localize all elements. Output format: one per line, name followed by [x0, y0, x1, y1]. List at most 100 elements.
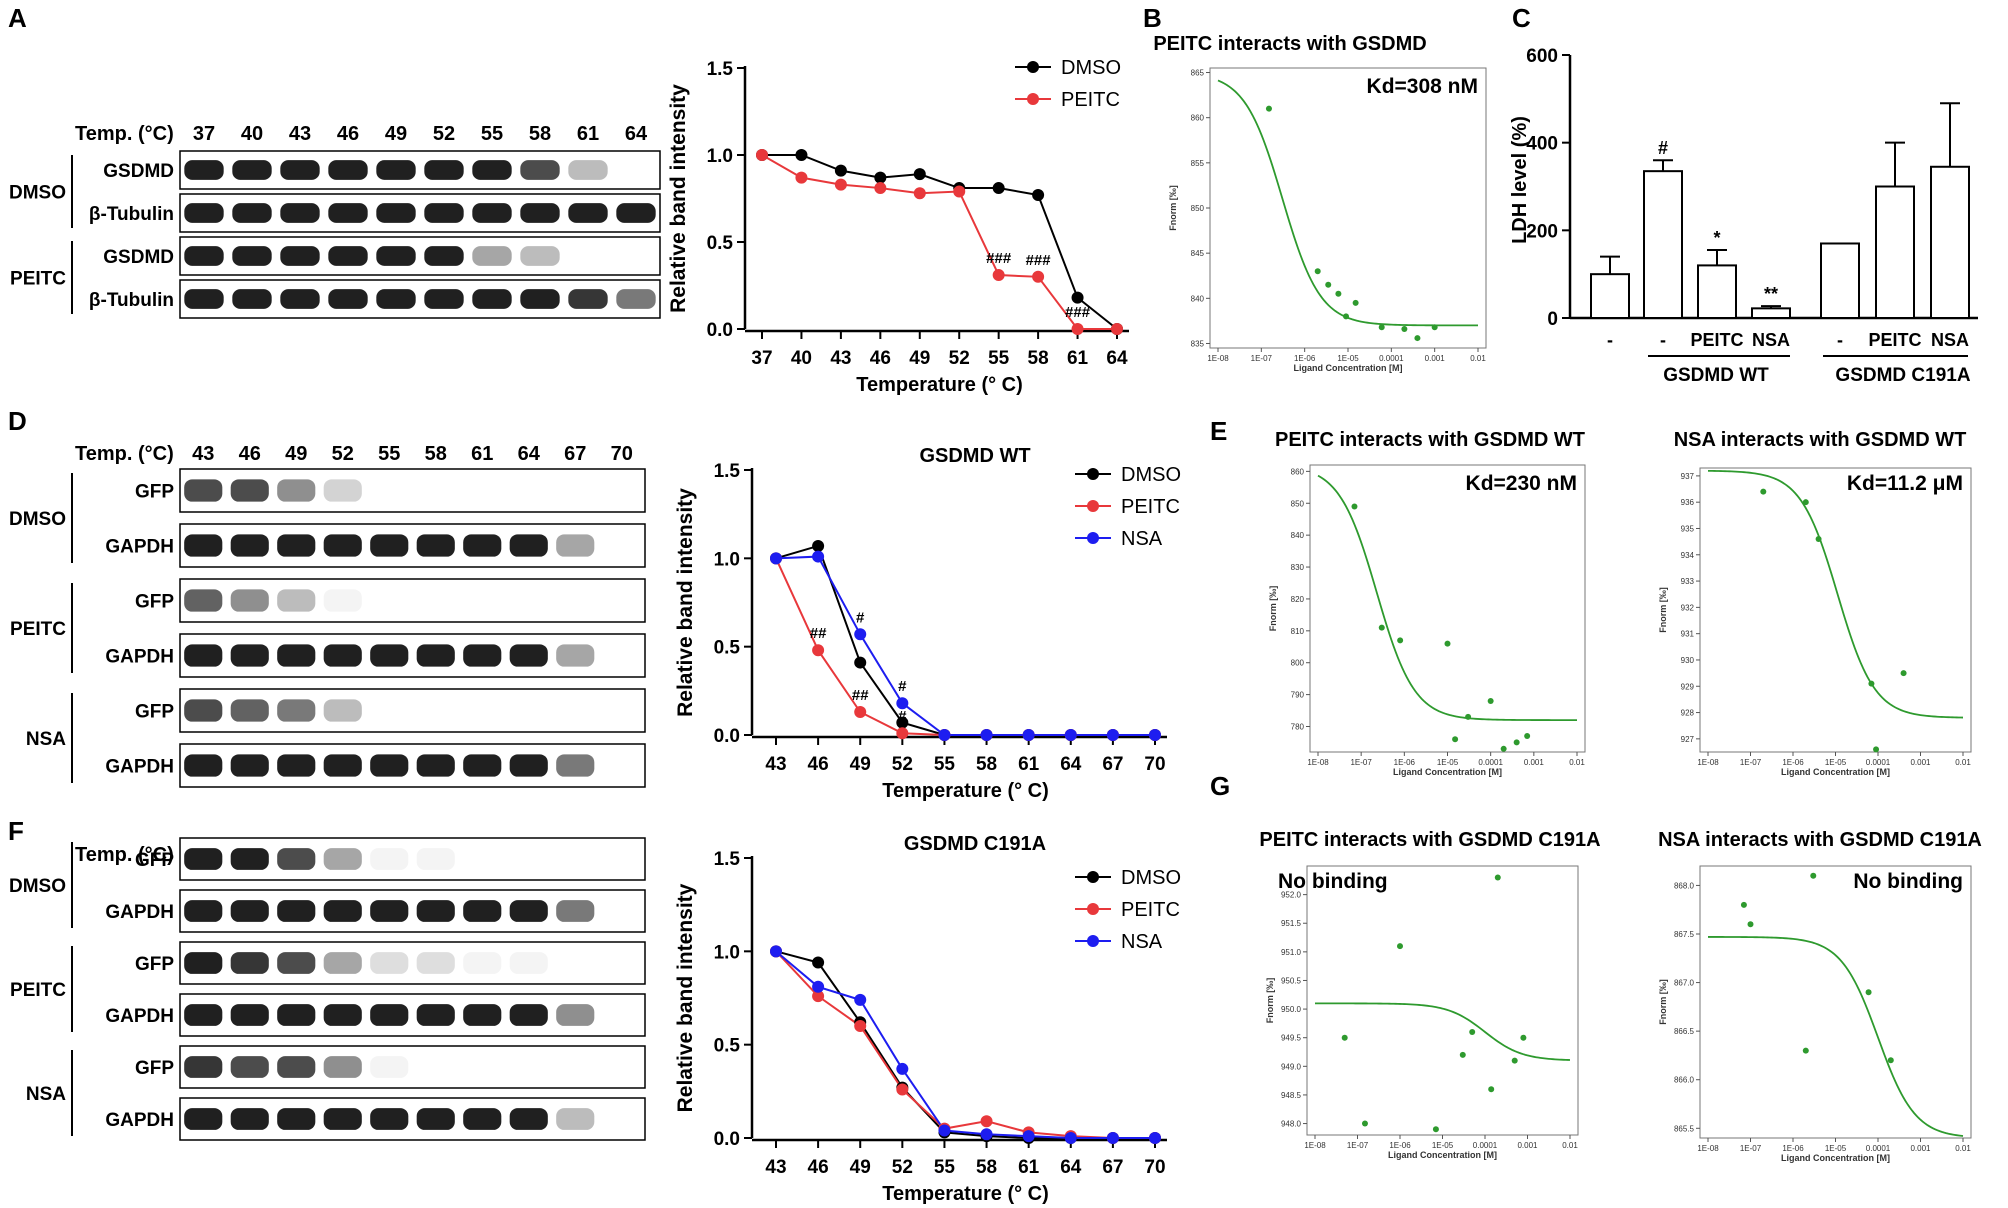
- y-tick-label: 790: [1291, 691, 1305, 700]
- chart-title: PEITC interacts with GSDMD WT: [1275, 429, 1585, 451]
- y-tick-label: 949.0: [1281, 1062, 1302, 1071]
- x-tick-label: 49: [850, 754, 871, 775]
- x-tick-label: 0.0001: [1866, 1144, 1891, 1153]
- blot-band: [328, 289, 368, 309]
- data-point: [1343, 313, 1350, 320]
- category-label: -: [1837, 330, 1843, 350]
- blot-band: [370, 1004, 409, 1026]
- data-point: [812, 980, 825, 993]
- data-point: [1064, 1132, 1077, 1144]
- y-tick-label: 948.0: [1281, 1120, 1302, 1129]
- data-point: [1865, 989, 1872, 996]
- data-point: [770, 945, 782, 958]
- x-axis-label: Temperature (° C): [882, 1183, 1049, 1205]
- panel-letter-a: A: [8, 3, 27, 33]
- legend-marker: [1087, 871, 1099, 883]
- blot-band: [277, 479, 316, 502]
- temperature-tick: 70: [611, 443, 633, 465]
- blot-band: [232, 160, 272, 180]
- blot-row-label: GAPDH: [105, 1110, 174, 1131]
- y-tick-label: 1.5: [714, 461, 741, 482]
- y-tick-label: 867.5: [1674, 930, 1695, 939]
- x-tick-label: 0.001: [1524, 758, 1545, 767]
- fit-curve: [1707, 936, 1964, 1137]
- y-tick-label: 934: [1681, 551, 1695, 560]
- blot-band: [323, 754, 362, 777]
- significance-mark: #: [898, 678, 907, 695]
- blot-band: [277, 1108, 316, 1130]
- data-point: [980, 729, 993, 741]
- x-tick-label: 1E-08: [1697, 758, 1719, 767]
- data-point: [1873, 746, 1880, 753]
- x-tick-label: 0.01: [1470, 354, 1486, 363]
- y-tick-label: 930: [1681, 656, 1695, 665]
- data-point: [1397, 943, 1403, 950]
- category-label: PEITC: [1868, 330, 1921, 350]
- line-chart-a: 0.0 0.5 1.0 1.5 37 40 43 46 49 52 55 58 61 64 Temperat…: [667, 57, 1129, 396]
- blot-band: [277, 534, 316, 557]
- legend-label: DMSO: [1121, 867, 1181, 889]
- data-point: [1465, 713, 1472, 720]
- blot-row-label: GFP: [135, 1058, 174, 1079]
- y-tick-label: 600: [1526, 46, 1558, 67]
- blot-band: [370, 1108, 409, 1130]
- chart-title: GSDMD C191A: [904, 833, 1046, 855]
- blot-group-label: DMSO: [9, 876, 66, 897]
- y-tick-label: 0.0: [707, 320, 733, 341]
- x-tick-label: 0.01: [1569, 758, 1585, 767]
- y-tick-label: 950.5: [1281, 976, 1302, 985]
- plot-frame: [1699, 467, 1972, 753]
- x-tick-label: 67: [1102, 754, 1123, 775]
- x-tick-label: 1E-06: [1782, 758, 1804, 767]
- group-label: GSDMD C191A: [1835, 365, 1970, 386]
- x-tick-label: 52: [892, 754, 913, 775]
- blot-band: [280, 160, 320, 180]
- blot-band: [277, 900, 316, 922]
- blot-band: [370, 644, 409, 667]
- x-tick-label: 49: [850, 1157, 871, 1178]
- blot-band: [232, 289, 272, 309]
- y-axis-label: Fnorm [‰]: [1658, 587, 1668, 633]
- data-point: [938, 1124, 951, 1137]
- series-line: [775, 950, 1155, 1139]
- data-point: [896, 727, 909, 740]
- data-point: [1432, 1126, 1439, 1133]
- blot-band: [463, 644, 502, 667]
- plot-frame: [1309, 464, 1586, 753]
- data-point: [1802, 1047, 1809, 1054]
- category-label: NSA: [1752, 330, 1790, 350]
- blot-band: [463, 900, 502, 922]
- y-axis-label: LDH level (%): [1509, 116, 1531, 244]
- y-tick-label: 855: [1191, 159, 1205, 168]
- x-tick-label: 40: [791, 348, 812, 369]
- significance-mark: ##: [852, 687, 869, 704]
- blot-band: [472, 160, 512, 180]
- panel-letter-c: C: [1512, 3, 1531, 33]
- blot-band: [184, 203, 224, 223]
- blot-band: [232, 203, 272, 223]
- x-tick-label: 67: [1102, 1157, 1123, 1178]
- y-tick-label: 948.5: [1281, 1091, 1302, 1100]
- blot-band: [376, 203, 416, 223]
- x-tick-label: 61: [1018, 1157, 1040, 1178]
- x-tick-label: 1E-06: [1389, 1141, 1411, 1150]
- western-blot-d: Temp. (°C) 43 46 49 52 55 58 61 64 67 70 GFP GAPDH DM…: [9, 443, 646, 788]
- blot-band: [328, 203, 368, 223]
- x-tick-label: 1E-07: [1347, 1141, 1369, 1150]
- panel-letters: A B C D E F G: [8, 3, 1531, 846]
- western-blot-a: Temp. (°C) 37 40 43 46 49 52 55 58 61 64 GSDMD β-Tub…: [9, 123, 661, 319]
- blot-band: [184, 479, 223, 502]
- temperature-tick: 61: [577, 123, 599, 145]
- blot-band: [277, 848, 316, 870]
- x-tick-label: 0.0001: [1866, 758, 1891, 767]
- y-tick-label: 835: [1191, 339, 1205, 348]
- blot-band: [323, 848, 362, 870]
- y-tick-label: 1.0: [714, 549, 740, 570]
- data-point: [1361, 1120, 1368, 1127]
- blot-band: [463, 754, 502, 777]
- data-point: [1810, 872, 1817, 879]
- blot-band: [230, 479, 269, 502]
- temperature-tick: 64: [518, 443, 541, 465]
- bar: [1820, 242, 1860, 320]
